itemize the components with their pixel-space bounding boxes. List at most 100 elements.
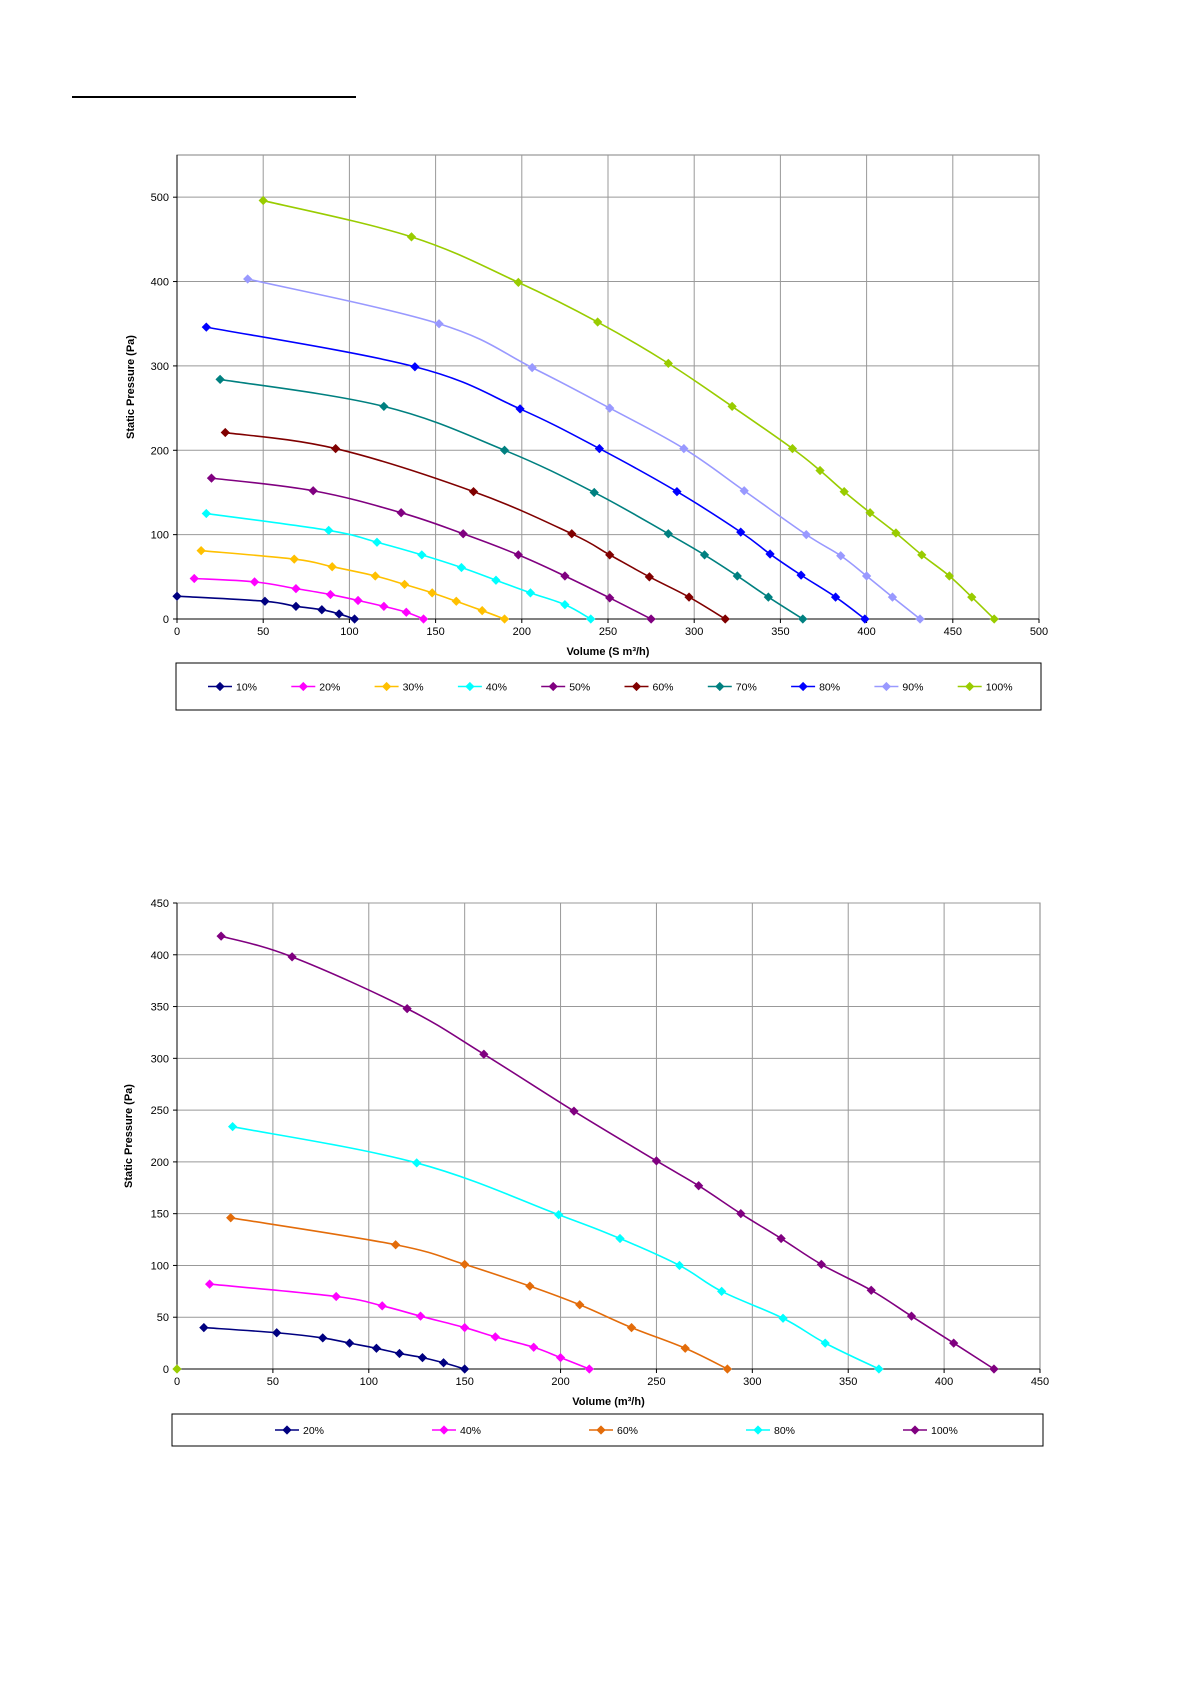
- data-point-60%: [644, 572, 655, 582]
- y-tick-label: 150: [151, 1209, 169, 1221]
- x-tick-label: 150: [455, 1376, 473, 1388]
- data-point-100%: [258, 195, 268, 206]
- data-point-70%: [215, 374, 225, 385]
- data-point-40%: [456, 562, 467, 573]
- legend-label-100%: 100%: [986, 682, 1013, 694]
- data-point-60%: [525, 1281, 535, 1291]
- data-point-20%: [371, 1343, 382, 1353]
- data-point-40%: [529, 1342, 539, 1352]
- data-point-30%: [477, 605, 487, 616]
- data-point-100%: [815, 465, 825, 476]
- x-tick-label: 350: [839, 1376, 857, 1388]
- data-point-10%: [291, 601, 301, 611]
- data-point-20%: [379, 601, 389, 611]
- data-point-100%: [839, 486, 849, 497]
- data-point-40%: [377, 1301, 387, 1311]
- data-point-90%: [434, 319, 444, 329]
- data-point-70%: [699, 550, 710, 560]
- data-point-100%: [593, 317, 603, 327]
- legend-marker-100%: [910, 1425, 920, 1435]
- data-point-80%: [554, 1210, 564, 1220]
- data-point-20%: [325, 589, 336, 600]
- data-point-80%: [830, 592, 841, 602]
- data-point-80%: [412, 1158, 422, 1168]
- data-point-10%: [172, 591, 182, 601]
- data-point-100%: [694, 1181, 704, 1191]
- data-point-100%: [866, 1285, 876, 1295]
- data-point-100%: [216, 931, 226, 941]
- data-point-100%: [479, 1049, 489, 1059]
- data-point-20%: [272, 1328, 282, 1338]
- data-point-90%: [243, 274, 253, 284]
- y-tick-label: 0: [163, 614, 169, 626]
- data-point-50%: [605, 593, 615, 603]
- legend-label-80%: 80%: [774, 1425, 795, 1437]
- y-tick-label: 100: [151, 530, 169, 542]
- y-tick-label: 400: [151, 277, 169, 289]
- data-point-80%: [227, 1122, 238, 1132]
- data-point-60%: [575, 1300, 585, 1310]
- data-point-100%: [776, 1233, 786, 1244]
- data-point-40%: [372, 537, 382, 547]
- x-tick-label: 250: [599, 626, 617, 638]
- data-point-70%: [732, 571, 742, 581]
- data-point-100%: [513, 277, 523, 288]
- data-point-80%: [201, 322, 211, 332]
- data-point-60%: [684, 592, 694, 602]
- legend-marker-90%: [881, 681, 892, 692]
- data-point-90%: [679, 443, 689, 454]
- data-point-100%: [989, 614, 999, 624]
- y-tick-label: 300: [151, 361, 169, 373]
- data-point-80%: [410, 362, 420, 372]
- data-point-50%: [206, 473, 217, 483]
- data-point-40%: [417, 550, 427, 560]
- data-point-10%: [317, 605, 327, 615]
- data-point-20%: [401, 607, 411, 617]
- header-rule: [72, 96, 356, 98]
- y-tick-label: 100: [151, 1260, 169, 1272]
- data-point-90%: [605, 403, 615, 413]
- data-point-100%: [787, 443, 798, 454]
- data-point-80%: [717, 1286, 727, 1296]
- data-point-80%: [515, 404, 525, 414]
- data-point-100%: [736, 1209, 746, 1219]
- data-point-50%: [458, 529, 468, 539]
- data-point-60%: [626, 1322, 637, 1333]
- x-tick-label: 50: [257, 626, 269, 638]
- data-point-100%: [967, 592, 977, 602]
- data-point-70%: [663, 529, 673, 539]
- x-tick-label: 100: [360, 1376, 378, 1388]
- data-point-80%: [765, 549, 775, 559]
- data-point-70%: [798, 614, 808, 624]
- legend-marker-50%: [548, 681, 558, 692]
- data-point-40%: [555, 1352, 566, 1363]
- data-point-60%: [722, 1364, 733, 1374]
- y-tick-label: 200: [151, 1157, 169, 1169]
- legend-label-100%: 100%: [931, 1425, 958, 1437]
- y-tick-label: 450: [151, 898, 169, 910]
- legend-label-40%: 40%: [460, 1425, 481, 1437]
- data-point-60%: [391, 1240, 401, 1250]
- y-axis-title: Static Pressure (Pa): [123, 1084, 135, 1188]
- data-point-20%: [417, 1352, 428, 1363]
- legend-label-30%: 30%: [403, 682, 424, 694]
- x-tick-label: 50: [267, 1376, 279, 1388]
- legend-marker-70%: [715, 681, 725, 692]
- y-tick-label: 50: [157, 1312, 169, 1324]
- x-tick-label: 300: [743, 1376, 761, 1388]
- legend-marker-40%: [439, 1425, 449, 1435]
- data-point-60%: [680, 1343, 690, 1353]
- data-point-40%: [586, 614, 596, 624]
- data-point-20%: [249, 577, 260, 587]
- data-point-40%: [560, 600, 570, 610]
- data-point-20%: [318, 1333, 328, 1343]
- data-point-80%: [674, 1260, 685, 1271]
- x-tick-label: 450: [944, 626, 962, 638]
- legend-marker-20%: [282, 1425, 292, 1435]
- data-point-50%: [646, 614, 656, 624]
- data-point-90%: [801, 530, 811, 540]
- data-point-100%: [917, 550, 927, 560]
- origin-marker: [172, 1364, 182, 1374]
- data-point-100%: [906, 1311, 917, 1321]
- data-point-90%: [836, 551, 846, 561]
